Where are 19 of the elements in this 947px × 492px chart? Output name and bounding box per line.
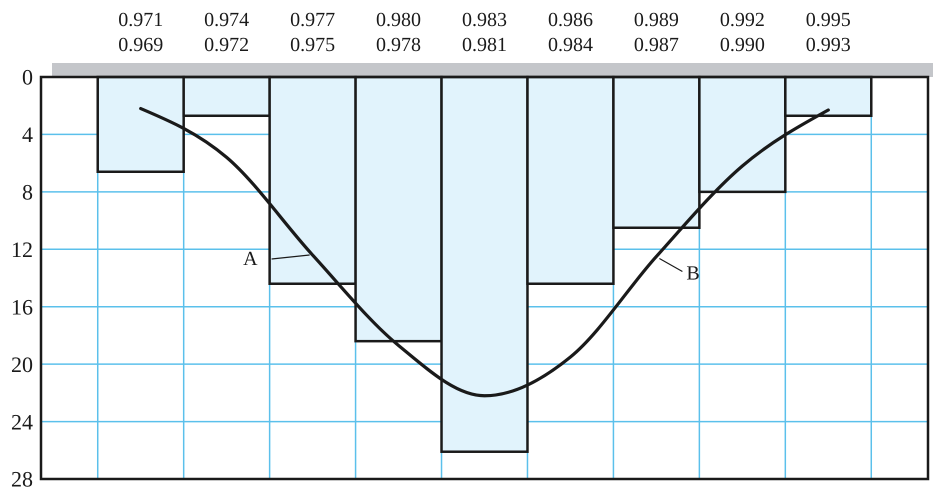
- y-tick-label: 16: [11, 294, 33, 320]
- x-tick-label: 0.992 0.990: [720, 9, 765, 56]
- x-tick-label: 0.980 0.978: [376, 9, 422, 56]
- y-tick-label: 0: [22, 64, 33, 90]
- y-tick-label: 20: [11, 352, 33, 377]
- x-tick-label: 0.977 0.975: [290, 9, 336, 56]
- y-tick-label: 4: [22, 122, 33, 148]
- x-tick-label: 0.989 0.987: [634, 9, 679, 56]
- y-tick-label: 12: [11, 236, 33, 262]
- x-tick-label: 0.974 0.972: [204, 9, 250, 56]
- y-tick-label: 24: [11, 409, 33, 434]
- x-tick-label: 0.971 0.969: [118, 9, 164, 56]
- x-tick-label: 0.995 0.993: [806, 9, 851, 56]
- annotation: A: [243, 248, 258, 270]
- annotation: B: [686, 262, 700, 284]
- x-tick-label: 0.983 0.981: [462, 9, 507, 56]
- x-tick-label: 0.986 0.984: [548, 9, 593, 56]
- y-tick-label: 28: [11, 466, 33, 492]
- y-tick-label: 8: [22, 180, 33, 205]
